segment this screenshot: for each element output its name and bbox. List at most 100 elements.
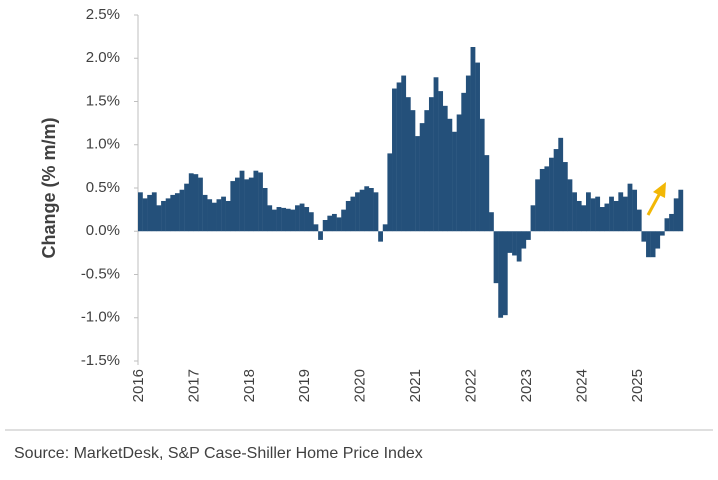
bar bbox=[438, 91, 444, 232]
bar bbox=[493, 231, 499, 284]
bar bbox=[387, 153, 393, 232]
bar bbox=[442, 105, 448, 232]
bar bbox=[253, 170, 259, 232]
x-tick-label: 2016 bbox=[130, 369, 147, 402]
bar bbox=[341, 209, 347, 232]
bar bbox=[276, 207, 282, 232]
y-tick-label: -1.0% bbox=[81, 309, 120, 326]
bar bbox=[290, 209, 296, 232]
bar bbox=[475, 62, 480, 232]
x-tick-label: 2017 bbox=[185, 369, 202, 402]
bar bbox=[581, 205, 587, 232]
x-tick-label: 2019 bbox=[296, 369, 313, 402]
bar bbox=[174, 193, 180, 232]
bar bbox=[516, 231, 522, 262]
bar bbox=[285, 208, 291, 232]
bar bbox=[239, 170, 245, 232]
bar bbox=[632, 189, 638, 232]
bar bbox=[567, 179, 573, 232]
bar bbox=[595, 196, 601, 232]
y-tick-label: 1.5% bbox=[86, 92, 120, 109]
bar bbox=[456, 114, 462, 232]
bar bbox=[248, 177, 254, 232]
source: Source: MarketDesk, S&P Case-Shiller Hom… bbox=[14, 445, 423, 462]
bar bbox=[179, 189, 185, 232]
y-tick-label: -1.5% bbox=[81, 352, 120, 369]
bar bbox=[225, 200, 231, 232]
bar bbox=[502, 231, 508, 316]
bar bbox=[202, 194, 208, 232]
bar bbox=[151, 192, 157, 232]
bar bbox=[452, 131, 457, 232]
bar bbox=[673, 198, 679, 232]
bar bbox=[244, 179, 250, 232]
bar bbox=[211, 202, 217, 232]
bar bbox=[170, 194, 176, 232]
bar bbox=[405, 97, 411, 232]
bar bbox=[618, 192, 624, 232]
bar bbox=[664, 218, 670, 232]
bar bbox=[368, 188, 374, 232]
bar bbox=[359, 189, 365, 232]
bar bbox=[655, 231, 661, 249]
bar bbox=[410, 110, 416, 232]
bar bbox=[345, 200, 351, 232]
bar bbox=[586, 192, 591, 232]
bar bbox=[489, 212, 494, 232]
bar bbox=[572, 192, 577, 232]
bar bbox=[461, 92, 467, 232]
bar bbox=[262, 188, 268, 232]
bar bbox=[428, 97, 434, 232]
bar bbox=[424, 110, 430, 232]
bar bbox=[646, 231, 651, 258]
bar bbox=[512, 231, 517, 256]
bar bbox=[207, 199, 213, 232]
bar bbox=[447, 118, 453, 232]
bar bbox=[479, 118, 485, 232]
bar bbox=[299, 203, 305, 232]
x-tick-label: 2021 bbox=[407, 369, 424, 402]
bar bbox=[267, 205, 273, 232]
bar bbox=[498, 231, 504, 318]
bar bbox=[613, 200, 619, 232]
x-tick-label: 2022 bbox=[463, 369, 480, 402]
bar bbox=[659, 231, 665, 236]
bar bbox=[599, 207, 605, 232]
bar bbox=[378, 231, 383, 242]
bar bbox=[433, 77, 439, 232]
bar bbox=[415, 136, 420, 232]
bar bbox=[138, 192, 143, 232]
bar bbox=[355, 192, 360, 232]
y-tick-label: 0.0% bbox=[86, 222, 120, 239]
x-tick-label: 2018 bbox=[241, 369, 258, 402]
bar bbox=[484, 155, 490, 232]
bar bbox=[392, 88, 397, 232]
bar bbox=[234, 177, 240, 232]
bar bbox=[553, 149, 559, 232]
y-axis-label: Change (% m/m) bbox=[39, 117, 59, 258]
bar bbox=[373, 192, 379, 232]
bar bbox=[544, 166, 550, 232]
bar bbox=[562, 162, 568, 232]
bar bbox=[539, 168, 545, 232]
x-tick-label: 2024 bbox=[573, 369, 590, 402]
bar bbox=[295, 205, 300, 232]
x-tick-label: 2023 bbox=[518, 369, 535, 402]
bar bbox=[465, 75, 471, 232]
bar bbox=[216, 199, 222, 232]
bar bbox=[318, 231, 323, 240]
bar bbox=[507, 231, 513, 253]
x-tick-label: 2020 bbox=[352, 369, 369, 402]
bar bbox=[535, 179, 541, 232]
bar bbox=[590, 198, 596, 232]
bar bbox=[530, 205, 536, 232]
bar bbox=[165, 198, 171, 232]
bar bbox=[549, 157, 554, 232]
bar bbox=[221, 196, 226, 232]
bar bbox=[331, 213, 337, 232]
bar bbox=[350, 196, 356, 232]
bar bbox=[604, 203, 610, 232]
y-tick-label: 2.5% bbox=[86, 6, 120, 23]
y-tick-label: 1.0% bbox=[86, 136, 120, 153]
